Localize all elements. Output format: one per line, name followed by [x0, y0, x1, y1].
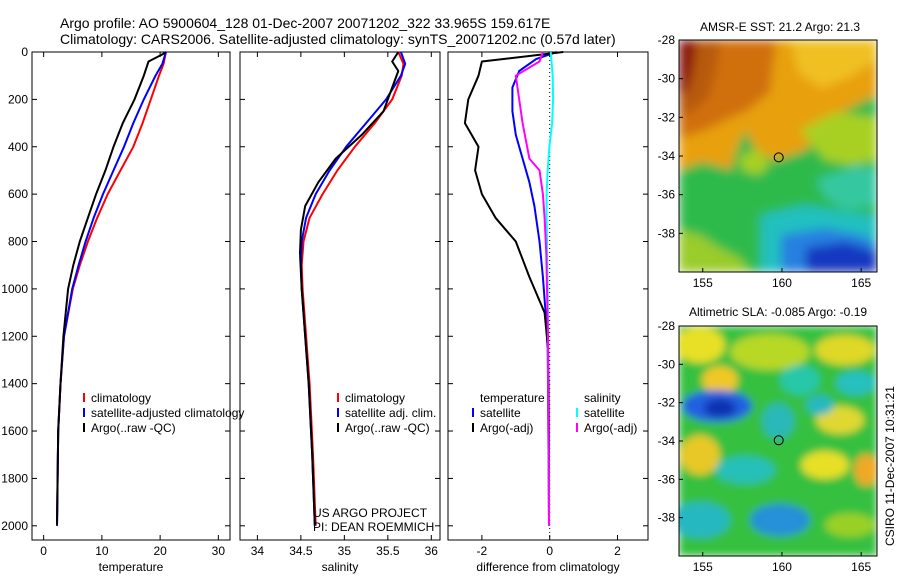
x-tick-label: 30 [212, 544, 226, 558]
figure-title-line1: Argo profile: AO 5900604_128 01-Dec-2007… [60, 15, 550, 31]
sla-map-title: Altimetric SLA: -0.085 Argo: -0.19 [689, 305, 867, 319]
legend-label: climatology [91, 391, 151, 405]
x-tick-label: 20 [153, 544, 167, 558]
x-tick-label: 0 [40, 544, 47, 558]
credit-line1: US ARGO PROJECT [313, 506, 428, 520]
credit-line2: PI: DEAN ROEMMICH [313, 520, 434, 534]
map-y-tick-label: -38 [658, 511, 676, 525]
temperature-axes-frame [31, 51, 231, 541]
map-y-tick-label: -34 [658, 149, 676, 163]
sla-heatmap-field [679, 326, 877, 556]
legend-label: satellite [584, 406, 625, 420]
depth-tick-label: 1200 [1, 329, 28, 343]
sst-map-title: AMSR-E SST: 21.2 Argo: 21.3 [700, 20, 860, 34]
x-tick-label: 35.5 [376, 544, 400, 558]
map-y-tick-label: -30 [658, 357, 676, 371]
legend-heading: salinity [584, 391, 621, 405]
series-line-salinity-1 [299, 51, 407, 526]
depth-tick-label: 200 [8, 92, 28, 106]
depth-tick-label: 800 [8, 235, 28, 249]
temperature-profile-panel: 0 10 20 30 temperature climatologysatellite-a… [31, 51, 244, 574]
salinity-xlabel: salinity [322, 560, 359, 574]
legend-label: satellite-adjusted climatology [91, 406, 244, 420]
series-line-temperature-2 [56, 51, 167, 525]
legend-label: Argo(..raw -QC) [91, 421, 176, 435]
map-x-tick-label: 165 [851, 276, 871, 290]
map-x-tick-label: 155 [693, 560, 713, 574]
depth-tick-label: 400 [8, 140, 28, 154]
depth-tick-label: 2000 [1, 519, 28, 533]
sla-map-axes: 155 160 165 -28 -30 -32 -34 -36 -38 [658, 319, 872, 574]
map-y-tick-label: -28 [658, 33, 676, 47]
temperature-xlabel: temperature [99, 560, 164, 574]
depth-tick-label: 1000 [1, 282, 28, 296]
legend-label: Argo(..raw -QC) [345, 421, 430, 435]
legend-label: climatology [345, 391, 405, 405]
sst-heatmap-field [679, 40, 877, 272]
sla-profile-location-marker [773, 435, 784, 446]
x-tick-label: 0 [546, 544, 553, 558]
depth-tick-label: 1800 [1, 471, 28, 485]
legend-label: Argo(-adj) [480, 421, 533, 435]
sla-map-panel: 155 160 165 -28 -30 -32 -34 -36 -38 [658, 319, 878, 574]
x-tick-label: -2 [477, 544, 488, 558]
x-tick-label: 35 [338, 544, 352, 558]
map-x-tick-label: 155 [693, 276, 713, 290]
sst-map-panel: 155 160 165 -28 -30 -32 -34 -36 -38 [658, 33, 878, 290]
salinity-axes-frame [239, 51, 441, 541]
x-tick-label: 10 [95, 544, 109, 558]
map-x-tick-label: 160 [772, 560, 792, 574]
series-line-salinity-2 [299, 51, 400, 525]
legend-label: satellite adj. clim. [345, 406, 436, 420]
map-y-tick-label: -36 [658, 472, 676, 486]
figure-title-line2: Climatology: CARS2006. Satellite-adjuste… [60, 31, 616, 47]
map-y-tick-label: -38 [658, 226, 676, 240]
depth-tick-label: 1600 [1, 424, 28, 438]
map-y-tick-label: -30 [658, 72, 676, 86]
difference-profile-panel: -2 0 2 difference from climatology temperatu… [447, 51, 649, 574]
map-x-tick-label: 165 [851, 560, 871, 574]
legend-label: Argo(-adj) [584, 421, 637, 435]
series-line-salinity-0 [300, 51, 405, 526]
map-y-tick-label: -32 [658, 110, 676, 124]
sst-profile-location-marker [773, 152, 784, 163]
difference-xlabel: difference from climatology [476, 560, 619, 574]
map-x-tick-label: 160 [772, 276, 792, 290]
depth-tick-label: 600 [8, 187, 28, 201]
depth-tick-label: 0 [21, 45, 28, 59]
difference-axes-frame [447, 51, 649, 541]
sst-map-axes: 155 160 165 -28 -30 -32 -34 -36 -38 [658, 33, 872, 290]
legend-heading: temperature [480, 391, 545, 405]
depth-axis-labels: 0 200 400 600 800 1000 1200 1400 1600 1800 2000 [1, 45, 28, 533]
series-line-difference-3 [514, 51, 550, 526]
depth-tick-label: 1400 [1, 377, 28, 391]
x-tick-label: 2 [614, 544, 621, 558]
side-caption: CSIRO 11-Dec-2007 10:31:21 [883, 386, 897, 546]
series-line-temperature-0 [56, 51, 167, 526]
x-tick-label: 34 [251, 544, 265, 558]
map-y-tick-label: -32 [658, 396, 676, 410]
salinity-profile-panel: 34 34.5 35 35.5 36 salinity climatologysatelli… [239, 51, 441, 574]
map-y-tick-label: -34 [658, 434, 676, 448]
x-tick-label: 36 [425, 544, 439, 558]
legend-label: satellite [480, 406, 521, 420]
map-y-tick-label: -28 [658, 319, 676, 333]
map-y-tick-label: -36 [658, 188, 676, 202]
x-tick-label: 34.5 [289, 544, 313, 558]
